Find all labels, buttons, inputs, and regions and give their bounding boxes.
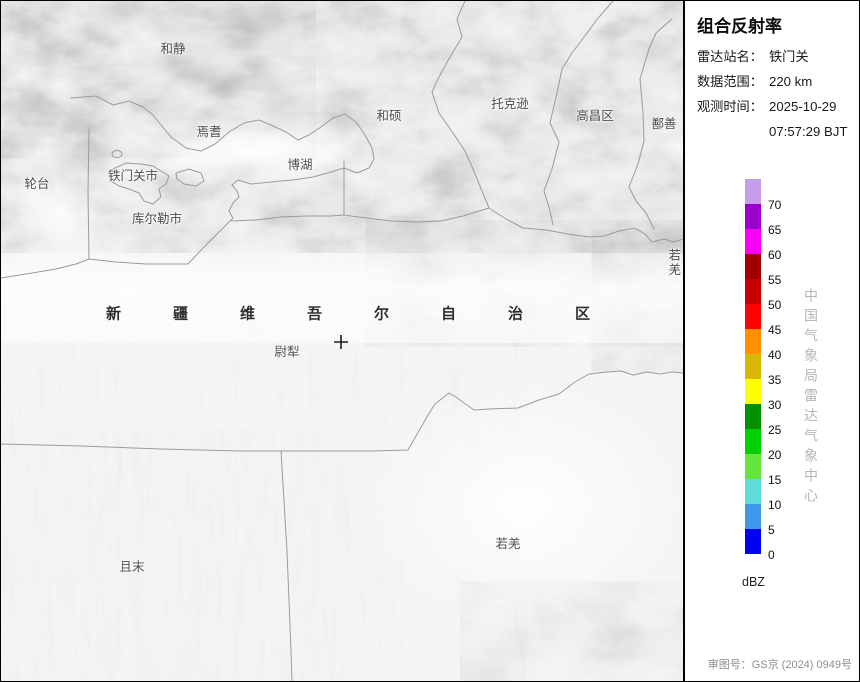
map-label-焉耆: 焉耆 xyxy=(196,124,222,139)
legend-band-30: 30 xyxy=(745,379,781,411)
legend-band-70: 70 xyxy=(745,179,781,211)
cma-watermark: 中国气象局雷达气象中心 xyxy=(803,288,819,508)
legend-tick-15: 15 xyxy=(768,473,782,487)
legend-band-15: 15 xyxy=(745,454,781,486)
legend-tick-65: 65 xyxy=(768,223,782,237)
radar-map: 和静 焉耆 博湖 和硕 托克逊 高昌区 鄯善 轮台 铁门关市 库尔勒市 若羌 新疆维吾尔自治区 尉犁 且末… xyxy=(1,1,683,681)
legend-bands: 70 65 60 55 50 45 40 35 30 25 20 15 10 5 0 xyxy=(745,179,781,561)
map-label-尉犁: 尉犁 xyxy=(274,344,300,359)
obstime-date: 2025-10-29 xyxy=(769,99,837,114)
map-label-高昌区: 高昌区 xyxy=(576,108,614,123)
map-label-轮台: 轮台 xyxy=(24,176,50,191)
station-row: 雷达站名： 铁门关 xyxy=(697,44,859,69)
legend-tick-55: 55 xyxy=(768,273,782,287)
station-value: 铁门关 xyxy=(769,49,809,64)
map-label-托克逊: 托克逊 xyxy=(491,96,529,111)
map-label-和静: 和静 xyxy=(160,41,186,56)
map-label-新疆维吾尔自治区: 新疆维吾尔自治区 xyxy=(106,305,643,323)
map-label-且末: 且末 xyxy=(119,559,145,574)
legend-band-20: 20 xyxy=(745,429,781,461)
legend-tick-60: 60 xyxy=(768,248,782,262)
legend-band-40: 40 xyxy=(745,329,781,361)
basin-highlight xyxy=(71,113,441,189)
legend-band-10: 10 xyxy=(745,479,781,511)
obstime-row: 观测时间： 2025-10-29 xyxy=(697,94,859,119)
legend-tick-20: 20 xyxy=(768,448,782,462)
legend-tick-5: 5 xyxy=(768,523,775,537)
mid-plain-highlight xyxy=(1,243,683,343)
info-panel: 组合反射率 雷达站名： 铁门关 数据范围： 220 km 观测时间： 2025-… xyxy=(683,1,859,681)
legend-tick-40: 40 xyxy=(768,348,782,362)
legend-tick-45: 45 xyxy=(768,323,782,337)
reflectivity-legend: 70 65 60 55 50 45 40 35 30 25 20 15 10 5 0 xyxy=(745,179,781,561)
obstime-clock: 07:57:29 BJT xyxy=(769,124,848,139)
range-value: 220 km xyxy=(769,74,813,89)
legend-tick-35: 35 xyxy=(768,373,782,387)
legend-tick-0: 0 xyxy=(768,548,775,562)
legend-tick-50: 50 xyxy=(768,298,782,312)
west-plain-highlight xyxy=(1,151,121,281)
legend-band-0: 0 xyxy=(745,529,775,561)
product-title: 组合反射率 xyxy=(697,17,782,36)
legend-tick-10: 10 xyxy=(768,498,782,512)
radar-info: 雷达站名： 铁门关 数据范围： 220 km 观测时间： 2025-10-29 … xyxy=(697,44,859,144)
map-label-博湖: 博湖 xyxy=(287,157,313,172)
map-approval-number: 审图号：GS京 (2024) 0949号 xyxy=(707,659,852,671)
legend-unit: dBZ xyxy=(742,575,765,589)
admin-boundaries xyxy=(1,1,683,681)
legend-band-25: 25 xyxy=(745,404,781,436)
map-label-若羌: 若羌 xyxy=(495,536,521,551)
legend-tick-30: 30 xyxy=(768,398,782,412)
legend-band-45: 45 xyxy=(745,304,781,336)
legend-tick-70: 70 xyxy=(768,198,782,212)
map-label-鄯善: 鄯善 xyxy=(651,116,677,131)
map-label-若羌: 若羌 xyxy=(666,248,681,278)
legend-band-35: 35 xyxy=(745,354,781,386)
range-label: 数据范围： xyxy=(697,74,763,89)
obstime-row-2: 观测时间： 07:57:29 BJT xyxy=(697,119,859,144)
legend-band-50: 50 xyxy=(745,279,781,311)
southeast-plain-highlight xyxy=(361,381,683,631)
obstime-label: 观测时间： xyxy=(697,99,763,114)
terrain-hillshade xyxy=(1,1,683,681)
map-label-铁门关市: 铁门关市 xyxy=(107,168,159,183)
legend-band-5: 5 xyxy=(745,504,775,536)
map-labels: 和静 焉耆 博湖 和硕 托克逊 高昌区 鄯善 轮台 铁门关市 库尔勒市 若羌 新疆维吾尔自治区 尉犁 且末… xyxy=(1,1,683,681)
map-label-和硕: 和硕 xyxy=(376,108,402,123)
range-row: 数据范围： 220 km xyxy=(697,69,859,94)
station-label: 雷达站名： xyxy=(697,49,763,64)
legend-band-60: 60 xyxy=(745,229,781,261)
legend-band-55: 55 xyxy=(745,254,781,286)
map-label-库尔勒市: 库尔勒市 xyxy=(131,211,183,226)
legend-band-65: 65 xyxy=(745,204,781,236)
radar-site-marker xyxy=(334,335,348,349)
legend-tick-25: 25 xyxy=(768,423,782,437)
